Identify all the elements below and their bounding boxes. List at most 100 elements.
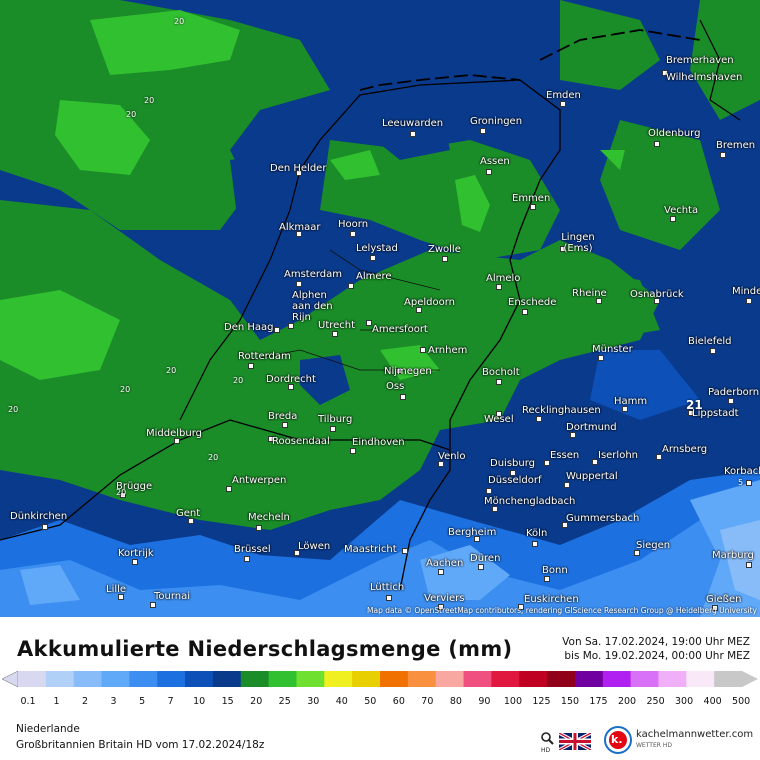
scale-swatch [380, 671, 409, 687]
city-marker [622, 406, 628, 412]
city-marker [670, 216, 676, 222]
city-label: Gummersbach [566, 513, 640, 524]
city-marker [518, 604, 524, 610]
scale-swatch [157, 671, 186, 687]
scale-swatch [324, 671, 353, 687]
city-label: Tournai [154, 591, 191, 602]
scale-swatch [574, 671, 604, 687]
city-label: Oldenburg [648, 128, 701, 139]
city-label: Bonn [542, 565, 568, 576]
city-label: Münster [592, 344, 633, 355]
city-marker [132, 559, 138, 565]
precipitation-field [0, 0, 760, 617]
scale-label: 2 [82, 696, 89, 707]
city-label: Dortmund [566, 422, 617, 433]
city-label: Amsterdam [284, 269, 343, 280]
isoline-label: 21 [686, 398, 703, 412]
city-label: Mecheln [248, 512, 290, 523]
scale-label: 30 [307, 696, 320, 707]
city-label: Oss [386, 381, 405, 392]
brand-logo[interactable]: k. kachelmannwetter.com WETTER HD [604, 726, 754, 754]
city-label: Antwerpen [232, 475, 287, 486]
city-marker [438, 461, 444, 467]
isoline-label: 20 [116, 488, 127, 497]
scale-swatch [185, 671, 214, 687]
city-label: Iserlohn [598, 450, 638, 461]
city-marker [350, 448, 356, 454]
city-label: Lüttich [370, 582, 405, 593]
city-marker [720, 152, 726, 158]
city-marker [188, 518, 194, 524]
brand-letter: k. [611, 733, 623, 746]
city-marker [370, 255, 376, 261]
city-label: Arnsberg [662, 444, 708, 455]
scale-swatch [435, 671, 465, 687]
scale-label: 250 [646, 696, 665, 707]
city-label: Groningen [470, 116, 523, 127]
scale-label: 25 [278, 696, 291, 707]
scale-label: 5 [139, 696, 146, 707]
scale-swatch [686, 671, 715, 687]
isoline-label: 20 [233, 376, 244, 385]
precipitation-map[interactable]: Bremerhaven Wilhelmshaven Emden Leeuwarden G… [0, 0, 760, 617]
city-label: Bremerhaven [666, 55, 734, 66]
scale-label: 400 [703, 696, 722, 707]
city-marker [562, 522, 568, 528]
scale-swatch [630, 671, 659, 687]
city-marker [330, 426, 336, 432]
scale-label: 70 [421, 696, 434, 707]
city-label: Gent [176, 508, 201, 519]
scale-swatch [240, 671, 270, 687]
city-marker [656, 454, 662, 460]
scale-label: 7 [167, 696, 174, 707]
city-label: Wilhelmshaven [666, 72, 743, 83]
city-marker [402, 548, 408, 554]
city-marker [544, 460, 550, 466]
city-label: Venlo [438, 451, 466, 462]
city-marker [544, 576, 550, 582]
city-label: Hoorn [338, 219, 369, 230]
city-marker [688, 410, 694, 416]
city-marker [274, 327, 280, 333]
city-marker [746, 298, 752, 304]
city-marker [592, 459, 598, 465]
scale-label: 60 [392, 696, 405, 707]
city-marker [174, 438, 180, 444]
city-label: Hamm [614, 396, 648, 407]
isoline-label: 20 [126, 110, 137, 119]
scale-swatch [212, 671, 242, 687]
uk-flag-icon[interactable] [559, 733, 591, 750]
city-label: Lingen (Ems) [561, 232, 595, 254]
city-marker [256, 525, 262, 531]
city-label: Korbach [724, 466, 760, 477]
city-marker [492, 506, 498, 512]
scale-label: 300 [675, 696, 694, 707]
city-label: Tilburg [318, 414, 353, 425]
city-label: Essen [550, 450, 580, 461]
city-marker [288, 384, 294, 390]
scale-label: 80 [449, 696, 462, 707]
scale-label: 10 [193, 696, 206, 707]
scale-swatch [714, 671, 743, 687]
city-label: Rheine [572, 288, 607, 299]
isoline-label: 20 [174, 17, 185, 26]
city-marker [710, 348, 716, 354]
scale-swatch [602, 671, 632, 687]
city-marker [478, 564, 484, 570]
scale-label: 0.1 [20, 696, 36, 707]
city-marker [396, 368, 402, 374]
scale-label: 20 [250, 696, 263, 707]
city-marker [42, 524, 48, 530]
city-marker [294, 550, 300, 556]
city-label: Arnhem [428, 345, 468, 356]
search-hd-icon[interactable]: HD [540, 731, 556, 753]
city-marker [296, 231, 302, 237]
region-label: Niederlande [16, 723, 80, 735]
city-label: Bielefeld [688, 336, 732, 347]
city-marker [496, 379, 502, 385]
isoline-label: 5 [738, 478, 744, 487]
city-label: Emmen [512, 193, 551, 204]
city-label: Gießen [706, 594, 742, 605]
model-label: Großbritannien Britain HD vom 17.02.2024… [16, 739, 265, 751]
city-marker [332, 331, 338, 337]
